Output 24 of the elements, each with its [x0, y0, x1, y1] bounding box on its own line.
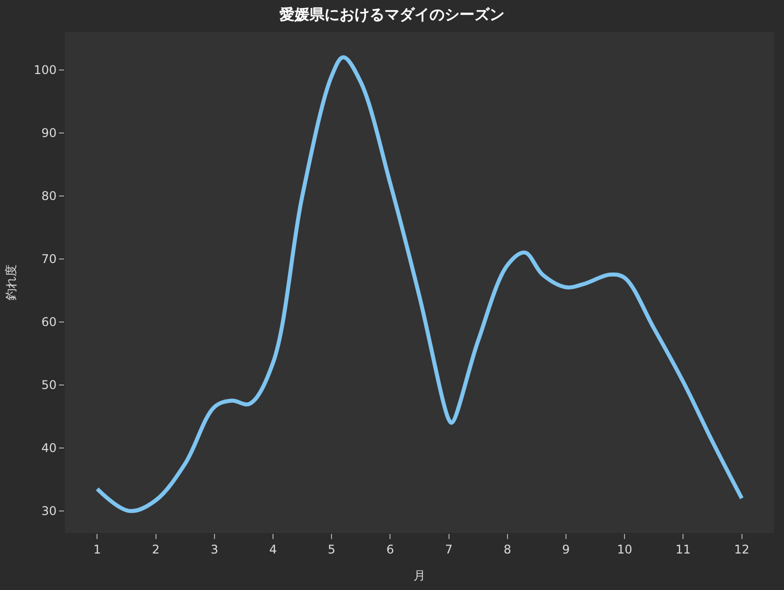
x-tick-label: 5 — [328, 542, 336, 556]
x-tick-label: 3 — [210, 542, 218, 556]
x-tick-label: 11 — [676, 542, 691, 556]
y-axis-title: 釣れ度 — [4, 264, 18, 300]
x-tick-label: 2 — [152, 542, 160, 556]
y-tick-label: 100 — [34, 63, 57, 78]
y-tick-label: 50 — [41, 378, 57, 392]
chart-title: 愛媛県におけるマダイのシーズン — [280, 5, 504, 24]
x-tick-label: 8 — [504, 542, 512, 556]
x-tick-label: 10 — [616, 542, 632, 556]
y-tick-label: 90 — [41, 126, 57, 140]
x-tick-label: 9 — [562, 542, 570, 556]
y-tick-label: 80 — [41, 189, 57, 204]
x-tick-label: 6 — [386, 542, 394, 556]
line-series — [95, 55, 744, 513]
y-tick-label: 70 — [41, 252, 57, 266]
x-tick-label: 4 — [269, 542, 277, 556]
x-tick-label: 7 — [444, 542, 453, 556]
x-tick-label: 1 — [93, 542, 102, 556]
x-tick-label: 12 — [734, 542, 750, 556]
y-tick-label: 40 — [41, 441, 57, 456]
x-axis-title: 月 — [414, 568, 426, 582]
y-tick-label: 30 — [41, 504, 57, 518]
y-tick-label: 60 — [41, 315, 57, 330]
